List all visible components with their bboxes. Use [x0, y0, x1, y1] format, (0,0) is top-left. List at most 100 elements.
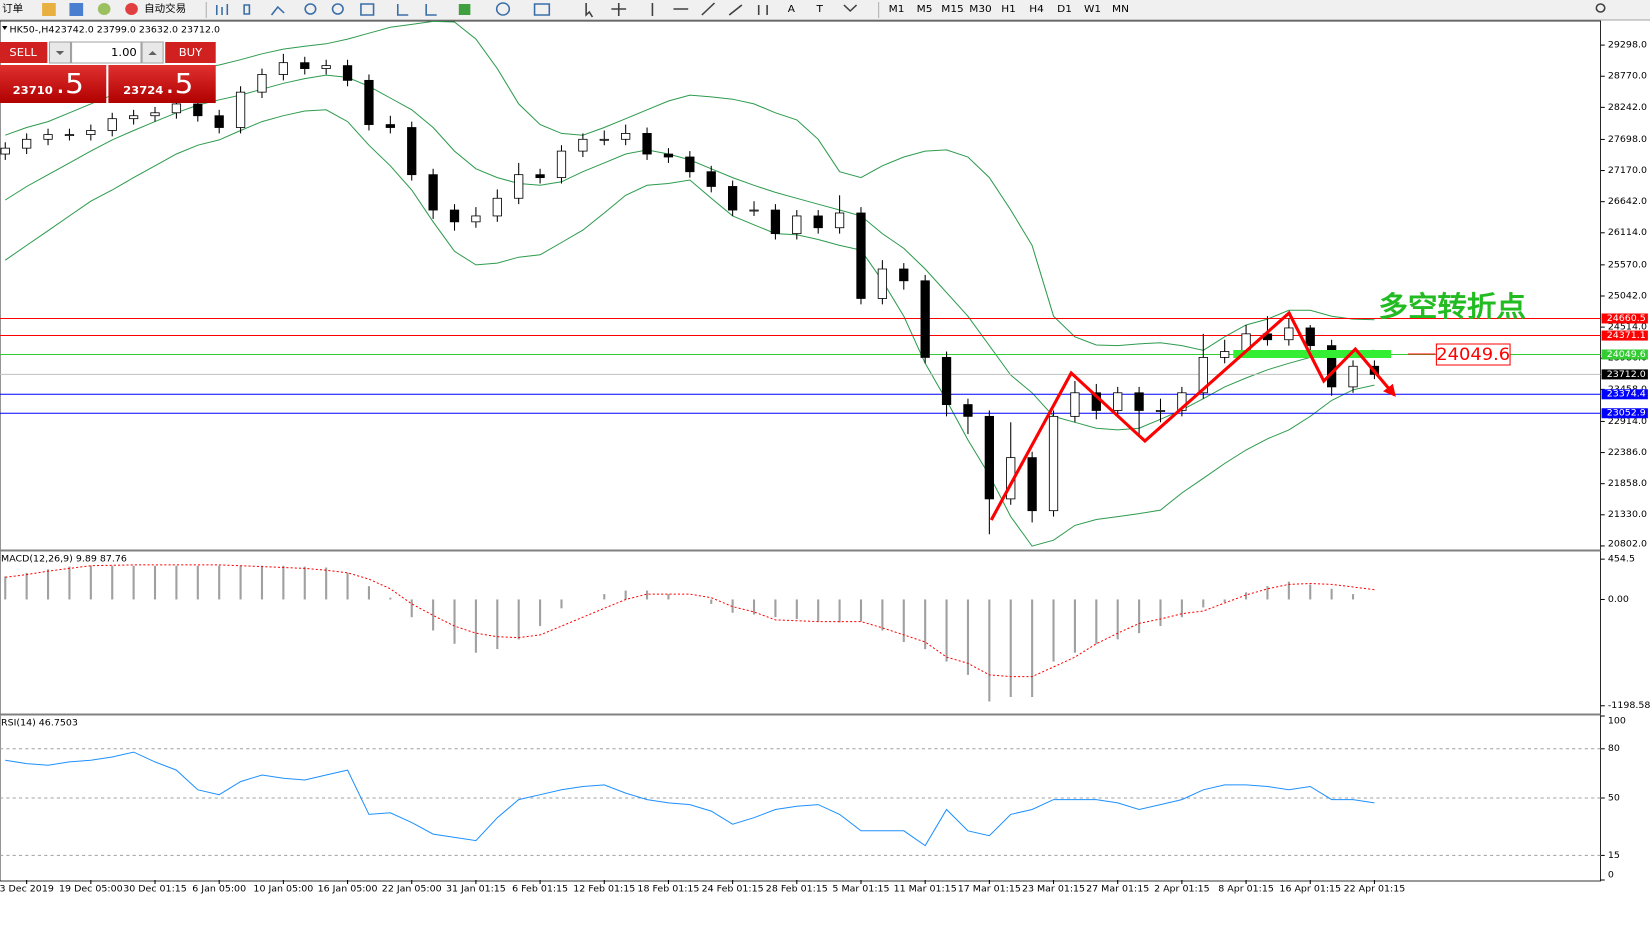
annotation-box	[1435, 343, 1511, 366]
y-tick-label: 24514.0	[1608, 322, 1647, 333]
candle-body	[22, 138, 32, 149]
icon[interactable]	[69, 3, 84, 16]
icon[interactable]	[1595, 3, 1606, 13]
level-label: 24049.6	[1607, 349, 1646, 360]
y-tick-label: 21858.0	[1608, 478, 1647, 489]
icon[interactable]	[125, 3, 138, 15]
x-tick-label: 2 Apr 01:15	[1154, 884, 1210, 895]
icon[interactable]	[396, 4, 437, 16]
icon[interactable]	[458, 4, 471, 15]
candle-body	[834, 212, 845, 229]
volume[interactable]: 1.00	[111, 46, 137, 59]
level-label-bg	[1601, 369, 1648, 380]
buy-price-box[interactable]	[108, 65, 216, 103]
y-tick-label: 20802.0	[1608, 539, 1647, 550]
level-label: 23374.4	[1607, 389, 1646, 400]
icon	[55, 51, 65, 55]
timeframe-button[interactable]: W1	[1084, 3, 1101, 15]
chart-frame	[0, 20, 1601, 882]
candle-body	[364, 79, 374, 125]
x-tick-label: 8 Apr 01:15	[1218, 884, 1274, 895]
x-tick-label: 19 Dec 05:00	[59, 884, 123, 895]
candle-body	[535, 174, 545, 179]
candle-body	[1327, 345, 1337, 388]
timeframe-button[interactable]: H1	[1001, 3, 1016, 15]
icon[interactable]	[495, 2, 511, 16]
timeframe-button[interactable]: H4	[1029, 3, 1044, 15]
level-label-bg	[1601, 313, 1648, 324]
icon[interactable]	[97, 3, 111, 15]
sell-button[interactable]	[0, 42, 48, 63]
candle-body	[792, 215, 802, 235]
icon[interactable]	[42, 3, 56, 16]
y-tick-label: 21330.0	[1608, 509, 1647, 520]
candle-body	[1027, 457, 1037, 512]
icon[interactable]	[215, 4, 229, 15]
label-tool[interactable]: T	[816, 3, 824, 15]
timeframe-button[interactable]: M30	[969, 3, 991, 15]
toolbar-bg	[0, 0, 1650, 20]
panel-title: RSI(14) 46.7503	[1, 718, 78, 729]
ask-price[interactable]: 23724	[123, 84, 163, 97]
icon	[148, 51, 157, 55]
timeframe-button[interactable]: M1	[889, 3, 905, 15]
candle-body	[1048, 415, 1059, 512]
candle-body	[1305, 327, 1315, 347]
candle-body	[877, 268, 888, 299]
bid-price[interactable]: 23710	[13, 84, 53, 97]
candle-body	[407, 127, 417, 176]
tool-icons[interactable]	[215, 2, 1606, 18]
y-tick-label: 15	[1608, 850, 1620, 861]
timeframe-button[interactable]: M15	[941, 3, 963, 15]
candle-body	[920, 280, 930, 358]
candle-body	[1070, 392, 1080, 417]
x-tick-label: 28 Feb 01:15	[766, 884, 828, 895]
icon[interactable]	[843, 4, 858, 13]
timeframe-button[interactable]: MN	[1112, 3, 1129, 15]
level-label-bg	[1601, 408, 1648, 419]
icon[interactable]	[585, 2, 768, 18]
band-line	[4, 109, 1375, 547]
x-tick-label: 22 Apr 01:15	[1344, 884, 1406, 895]
timeframe-button[interactable]: D1	[1057, 3, 1072, 15]
ohlc-text: 23742.0 23799.0 23632.0 23712.0	[55, 25, 220, 36]
sell-label[interactable]: SELL	[9, 46, 37, 59]
text-tool[interactable]: A	[788, 3, 795, 15]
icon[interactable]	[533, 3, 551, 16]
volume-input[interactable]	[71, 41, 142, 64]
candle-body	[128, 115, 139, 120]
candle-body	[1113, 392, 1123, 411]
candle-body	[578, 138, 588, 152]
plot: 29298.0 28770.0 28242.0 27698.0 27170.0 26642…	[0, 20, 1650, 895]
icon[interactable]	[331, 3, 344, 15]
candle-body	[663, 153, 674, 158]
level-label: 24371.1	[1607, 330, 1646, 341]
ask-pips[interactable]: .5	[165, 66, 193, 99]
icon[interactable]	[304, 3, 317, 15]
toolbar: 订单 自动交易 A T M1 M5 M15 M30 H1 H4 D1 W1 MN	[0, 0, 1650, 21]
candle-body	[642, 133, 652, 155]
y-tick-label: 25042.0	[1608, 291, 1647, 302]
sell-price-box[interactable]	[0, 65, 107, 103]
candle-body	[941, 357, 952, 405]
timeframe-button[interactable]: M5	[917, 3, 933, 15]
candle-body	[1177, 392, 1187, 411]
candle-body	[899, 268, 909, 282]
icon[interactable]	[243, 4, 251, 15]
candle-body	[963, 404, 973, 417]
zigzag	[989, 310, 1396, 521]
buy-label[interactable]: BUY	[179, 46, 203, 59]
toolbar-item[interactable]: 自动交易	[144, 2, 186, 15]
candle-body	[214, 115, 224, 128]
candle-body	[813, 215, 823, 229]
band-line	[5, 20, 1375, 351]
icon[interactable]	[270, 5, 285, 16]
icon[interactable]	[360, 3, 375, 16]
y-tick-label: 27170.0	[1608, 165, 1647, 176]
x-tick-label: 16 Apr 01:15	[1279, 884, 1341, 895]
level-label-bg	[1601, 349, 1648, 360]
bid-pips[interactable]: .5	[56, 66, 84, 99]
toolbar-item[interactable]: 订单	[2, 3, 23, 15]
buy-button[interactable]	[165, 42, 216, 63]
level-label: 24660.5	[1607, 313, 1646, 324]
